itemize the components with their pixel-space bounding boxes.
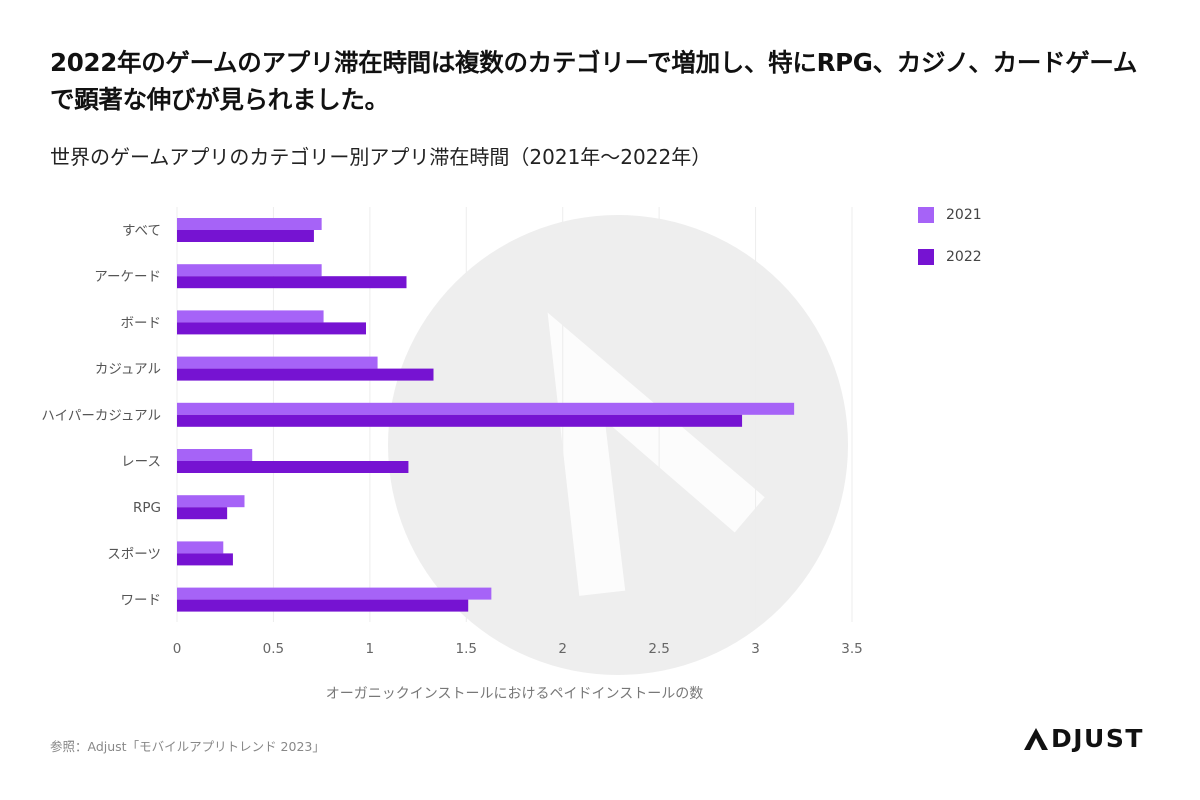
adjust-logo: DJUST — [1023, 724, 1144, 753]
category-label: スポーツ — [107, 546, 161, 562]
x-tick-label: 0.5 — [263, 641, 284, 657]
category-label: カジュアル — [95, 362, 161, 378]
chart-subtitle: 世界のゲームアプリのカテゴリー別アプリ滞在時間（2021年〜2022年） — [50, 145, 712, 169]
x-tick-label: 1.5 — [456, 641, 477, 657]
bar-2021 — [177, 495, 245, 508]
bar-2022 — [177, 322, 366, 335]
legend-item-2021: 2021 — [918, 204, 982, 226]
bar-2021 — [177, 449, 253, 461]
category-label: レース — [121, 454, 161, 470]
category-label: RPG — [133, 500, 161, 516]
legend-label-2021: 2021 — [946, 207, 982, 223]
bar-2022 — [177, 276, 407, 289]
x-axis-label: オーガニックインストールにおけるペイドインストールの数 — [325, 686, 704, 702]
bar-2021 — [177, 310, 324, 323]
category-label: ハイパーカジュアル — [41, 408, 161, 424]
logo-watermark-icon — [388, 215, 848, 675]
legend-swatch-2022 — [918, 249, 934, 265]
legend-swatch-2021 — [918, 207, 934, 223]
x-tick-label: 0 — [173, 641, 182, 657]
source-note: 参照：Adjust「モバイルアプリトレンド 2023」 — [50, 739, 325, 754]
bar-2021 — [177, 264, 322, 277]
bar-2021 — [177, 356, 378, 369]
bar-2021 — [177, 541, 224, 554]
bar-2022 — [177, 414, 743, 427]
x-tick-label: 1 — [366, 641, 375, 657]
category-label: アーケード — [94, 269, 161, 285]
x-tick-label: 3 — [751, 641, 760, 657]
bar-2022 — [177, 553, 233, 566]
category-label: ボード — [121, 315, 162, 331]
bar-2022 — [177, 368, 434, 381]
category-label: ワード — [121, 593, 162, 609]
bar-2021 — [177, 402, 795, 415]
bar-2022 — [177, 599, 469, 612]
legend-label-2022: 2022 — [946, 249, 982, 265]
bar-2021 — [177, 218, 322, 230]
legend-item-2022: 2022 — [918, 246, 982, 268]
x-tick-label: 2 — [558, 641, 567, 657]
bar-2022 — [177, 461, 409, 473]
bar-2022 — [177, 507, 228, 520]
x-tick-label: 3.5 — [841, 641, 862, 657]
chart-headline: 2022年のゲームのアプリ滞在時間は複数のカテゴリーで増加し、特にRPG、カジノ… — [50, 48, 1138, 114]
bar-2021 — [177, 587, 492, 600]
logo-text: DJUST — [1051, 724, 1144, 753]
bar-2022 — [177, 230, 314, 242]
category-label: すべて — [122, 223, 161, 239]
chart-legend: 2021 2022 — [918, 204, 982, 288]
adjust-a-icon — [1024, 727, 1048, 750]
x-tick-label: 2.5 — [648, 641, 669, 657]
